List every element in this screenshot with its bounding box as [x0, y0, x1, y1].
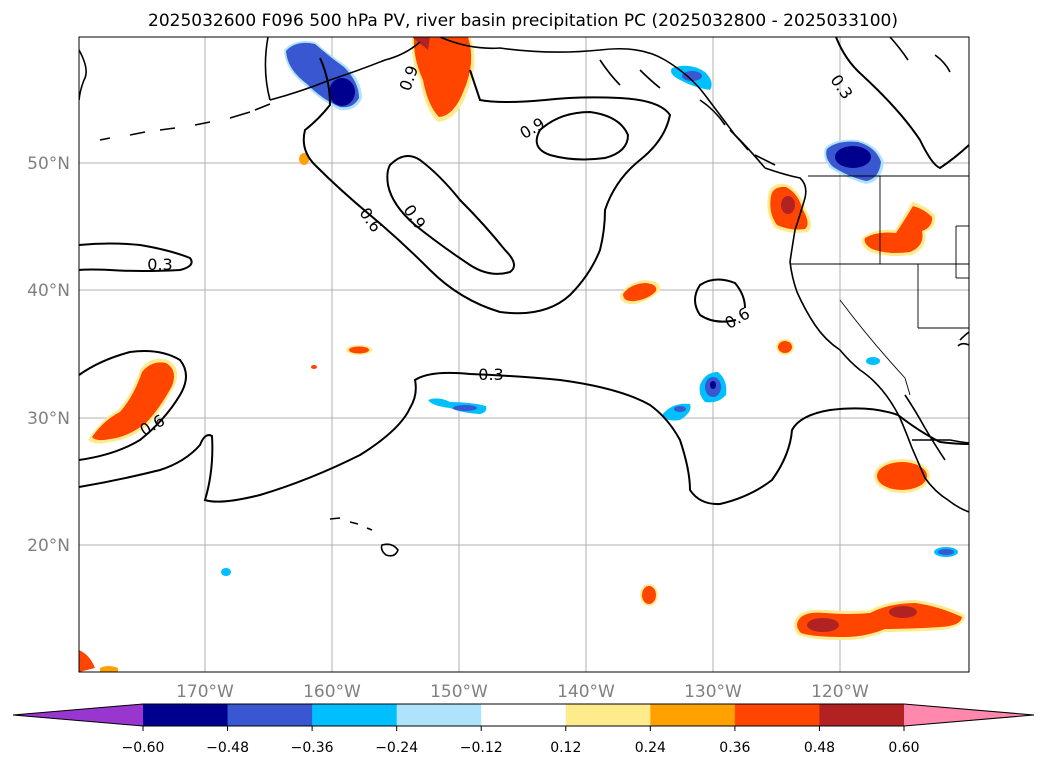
- border-ca-nv: [839, 299, 906, 379]
- precip-patch-15n-core: [797, 603, 962, 637]
- precip-patch-small-3: [311, 365, 317, 369]
- lat-label-40n: 40°N: [27, 281, 70, 301]
- colorbar-segment: [227, 704, 313, 726]
- precip-patch-15n-max-1: [807, 618, 839, 632]
- precip-patch-corner-sw-2: [100, 666, 118, 672]
- lat-label-30n: 30°N: [27, 409, 70, 429]
- coast-mainland-mexico: [912, 439, 969, 444]
- precip-patch-125w-35n-core: [778, 341, 792, 353]
- pv-contour-0-9-east: [535, 110, 630, 161]
- precip-patch-150w-31n-core: [453, 405, 477, 411]
- colorbar-tick-label: −0.36: [291, 740, 334, 756]
- colorbar-tick-label: −0.24: [375, 740, 418, 756]
- precip-patch-north-central-max: [412, 37, 430, 50]
- lon-label-160w: 160°W: [303, 682, 361, 702]
- precip-patch-15n-max-2: [889, 606, 917, 618]
- precip-patch-corner-sw: [79, 650, 95, 672]
- contour-label-6: 0.3: [478, 365, 503, 384]
- colorbar-tick-label: 0.36: [719, 740, 750, 756]
- map-layers: 0.9 0.9 0.9 0.6 0.3 0.3 0.6 0.6 0.3: [79, 37, 969, 672]
- precip-patch-133w-29n-core: [674, 406, 686, 412]
- longitude-labels: 170°W 160°W 150°W 140°W 130°W 120°W: [176, 682, 869, 702]
- colorbar-segment: [312, 704, 398, 726]
- borders: [790, 175, 969, 396]
- precip-patch-small-blue-1: [866, 357, 880, 365]
- pv-contours: [79, 37, 969, 506]
- graticule: [79, 37, 969, 672]
- coast-panhandle-islands: [599, 59, 661, 89]
- coast-northwest: [79, 49, 87, 101]
- precip-patch-130w-32n-max: [710, 381, 716, 389]
- colorbar-tick-label: 0.24: [635, 740, 666, 756]
- colorbar-segment: [734, 704, 820, 726]
- colorbar-segment: [650, 704, 736, 726]
- lon-label-130w: 130°W: [684, 682, 742, 702]
- coast-alaska-peninsula: [264, 37, 271, 101]
- colorbar-segment: [396, 704, 482, 726]
- colorbar-segment: [481, 704, 567, 726]
- colorbar-ticks: −0.60 −0.48 −0.36 −0.24 −0.12 0.12 0.24 0.36 0.4…: [122, 726, 920, 756]
- precip-patch-pacific-nw-max: [781, 196, 795, 214]
- lon-label-140w: 140°W: [557, 682, 615, 702]
- coast-hawaii: [329, 517, 399, 557]
- precip-patch-interior-west-core: [864, 206, 933, 253]
- precip-patch-northwest-blue-max: [329, 78, 355, 106]
- colorbar-tick-label: 0.12: [550, 740, 581, 756]
- colorbar-segment: [143, 704, 229, 726]
- colorbar-tick-label: 0.48: [804, 740, 835, 756]
- colorbar-tick-label: −0.60: [122, 740, 165, 756]
- border-us-mexico-1: [904, 377, 911, 396]
- coast-east-edge: [957, 331, 969, 347]
- precip-patch-small-1: [299, 153, 309, 165]
- coast-baja-east: [904, 394, 946, 461]
- colorbar: −0.60 −0.48 −0.36 −0.24 −0.12 0.12 0.24 0.36 0.4…: [12, 703, 1035, 756]
- coast-aleutian-islands: [99, 103, 271, 141]
- precip-patch-alaska-panhandle-core: [682, 71, 702, 81]
- map-border: [78, 36, 970, 673]
- coast-west-north-america: [764, 167, 969, 513]
- pv-contour-0-6-main: [302, 57, 672, 315]
- coast-alaska-south: [269, 41, 421, 101]
- precip-patch-small-blue-2: [221, 568, 231, 576]
- precip-patch-north-central-core: [413, 37, 472, 117]
- pv-contour-0-9-inner: [386, 155, 515, 275]
- precip-patch-135w-16n-core: [642, 586, 656, 604]
- lon-label-120w: 120°W: [811, 682, 869, 702]
- lon-label-150w: 150°W: [430, 682, 488, 702]
- precip-positive-regions: [79, 37, 965, 672]
- colorbar-segments: [143, 704, 905, 726]
- map-title: 2025032600 F096 500 hPa PV, river basin …: [148, 11, 898, 31]
- precip-patch-small-blue-3-core: [938, 549, 954, 555]
- colorbar-tick-label: −0.12: [460, 740, 503, 756]
- colorbar-extend-min: [13, 704, 143, 726]
- colorbar-segment: [565, 704, 651, 726]
- pv-contour-0-3-west: [79, 242, 193, 272]
- lat-label-50n: 50°N: [27, 154, 70, 174]
- pv-contour-0-3-northeast: [835, 37, 969, 170]
- pv-contour-0-6-ring: [694, 278, 746, 323]
- precip-patch-west-30n-core: [92, 362, 174, 441]
- latitude-labels: 50°N 40°N 30°N 20°N: [27, 154, 70, 556]
- coast-north-inland: [889, 37, 951, 73]
- coastlines: [79, 37, 969, 557]
- lat-label-20n: 20°N: [27, 536, 70, 556]
- precip-patch-small-2-core: [349, 346, 369, 354]
- colorbar-tick-label: −0.48: [206, 740, 249, 756]
- map-background: [79, 37, 969, 672]
- precip-patch-baja-core: [877, 462, 927, 490]
- lon-label-170w: 170°W: [176, 682, 234, 702]
- precip-patch-bc-interior-max: [835, 146, 871, 168]
- pv-contour-0-3-main: [79, 371, 969, 506]
- precip-negative-regions: [221, 41, 958, 576]
- pv-contour-0-6-west: [79, 350, 187, 461]
- precip-patch-140w-40n-core: [623, 283, 657, 302]
- coast-bc-islands: [699, 99, 776, 166]
- contour-label-5: 0.3: [147, 255, 172, 274]
- colorbar-tick-label: 0.60: [888, 740, 919, 756]
- colorbar-segment: [819, 704, 905, 726]
- colorbar-extend-max: [904, 704, 1034, 726]
